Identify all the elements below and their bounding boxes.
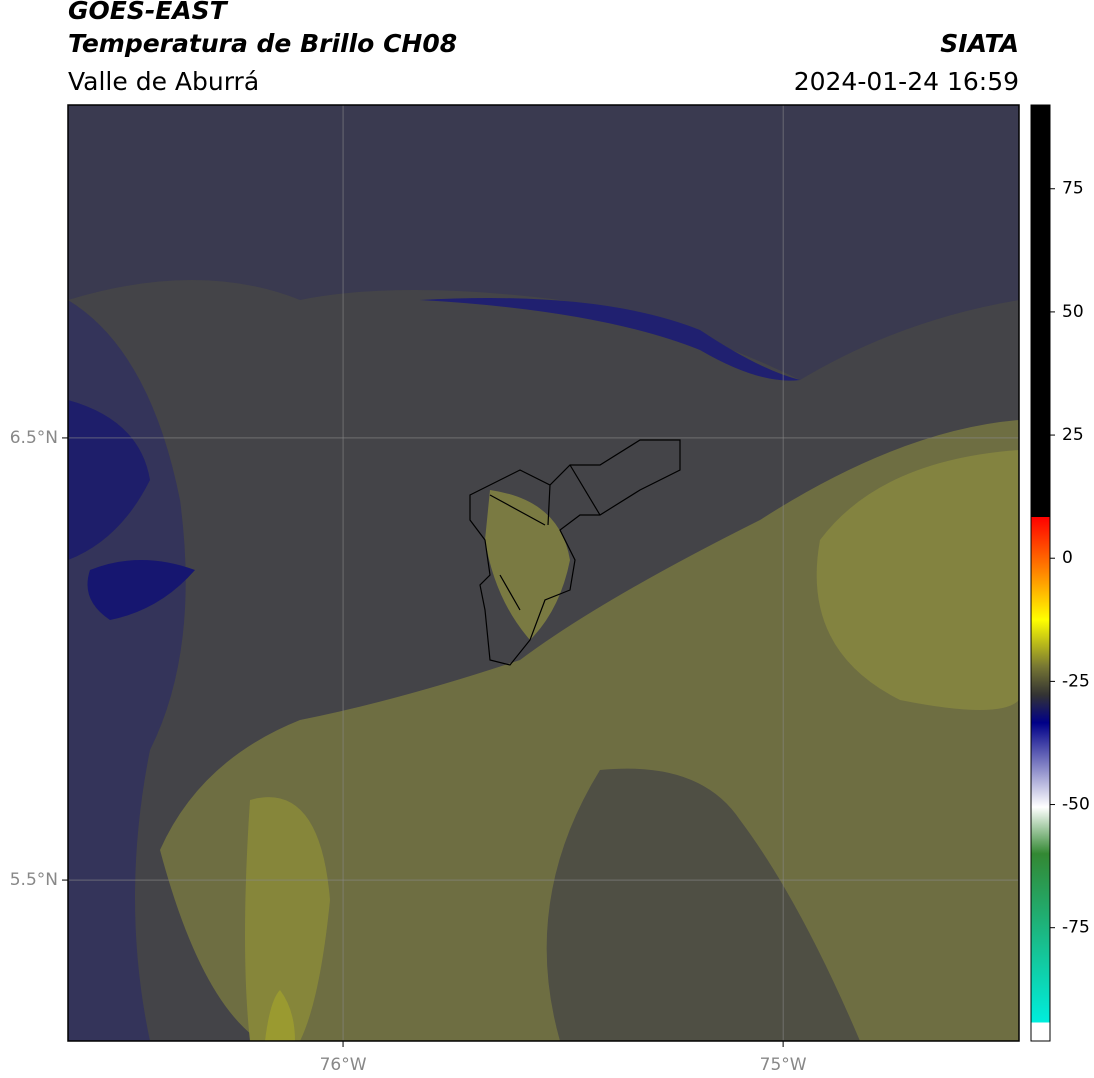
colorbar [1030,104,1051,1042]
colorbar-tick-label: -75 [1062,918,1090,938]
x-tick-label: 75°W [760,1055,807,1075]
subtitle: Temperatura de Brillo CH08 [68,29,457,58]
colorbar-tick-label: -50 [1062,795,1090,815]
region: Valle de Aburrá [68,67,259,96]
colorbar-tick-label: 75 [1062,179,1084,199]
title: GOES-EAST [68,0,229,25]
y-tick-label: 5.5°N [10,870,58,890]
timestamp: 2024-01-24 16:59 [794,67,1019,96]
source: SIATA [940,29,1019,58]
municipal-boundaries [469,439,681,666]
y-tick-label: 6.5°N [10,428,58,448]
map-frame [67,104,1020,1042]
colorbar-tick-label: 50 [1062,302,1084,322]
x-tick-label: 76°W [320,1055,367,1075]
colorbar-tick-label: 25 [1062,425,1084,445]
satellite-image [68,105,1019,1041]
colorbar-tick-label: -25 [1062,671,1090,691]
colorbar-tick-label: 0 [1062,548,1073,568]
